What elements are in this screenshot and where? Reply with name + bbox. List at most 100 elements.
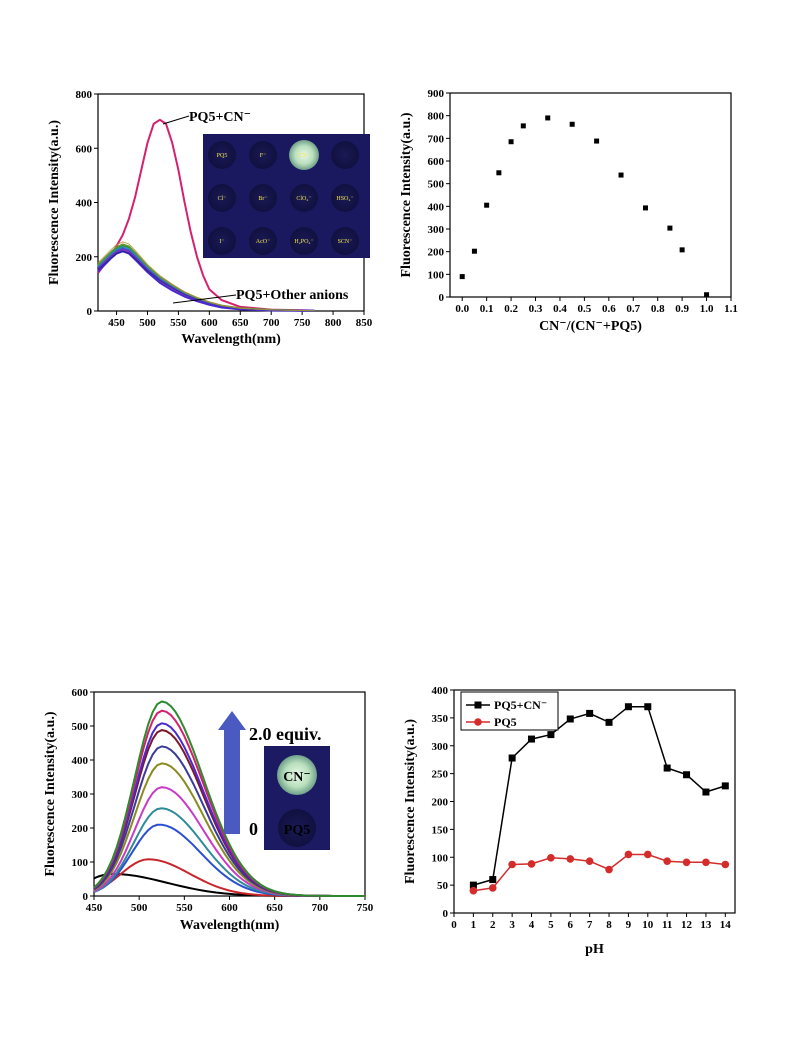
y-tick-label: 100 (72, 857, 89, 869)
x-axis-label: pH (585, 942, 604, 957)
x-tick-label: 1.0 (700, 303, 714, 315)
x-tick-label: 500 (131, 902, 148, 914)
data-point-square (702, 788, 710, 796)
y-tick-label: 200 (76, 252, 93, 264)
chart-spectra-anions: 450 500 550 600 650 700 750 800 850 0 200 400 600 800… (47, 89, 373, 347)
data-point (484, 202, 490, 208)
vial-label: ClO₄⁻ (296, 196, 311, 202)
data-point-square (489, 876, 497, 884)
y-tick-label: 800 (428, 111, 445, 123)
data-point (667, 225, 673, 231)
x-tick-label: 600 (221, 902, 238, 914)
y-axis-label: Fluorescence Intensity(a.u.) (403, 719, 418, 884)
data-point (679, 247, 685, 253)
x-tick-label: 750 (357, 902, 374, 914)
x-tick-label: 0.5 (578, 303, 592, 315)
y-axis-label: Fluorescence Intensity(a.u.) (47, 120, 62, 285)
x-tick-label: 5 (548, 919, 554, 931)
x-tick-label: 650 (232, 317, 249, 329)
arrow-shaft (224, 728, 240, 834)
data-point-circle (702, 858, 710, 867)
legend-box (460, 691, 559, 731)
vial-label: PQ5 (284, 823, 310, 838)
y-tick-label: 300 (428, 224, 445, 236)
data-point-square (508, 754, 516, 762)
y-tick-label: 150 (432, 824, 449, 836)
annotation-zero: 0 (249, 819, 258, 839)
x-tick-label: 0.2 (504, 303, 518, 315)
x-tick-label: 0.9 (675, 303, 689, 315)
data-point-square (528, 735, 536, 743)
legend-label: PQ5 (494, 715, 517, 729)
x-tick-label: 1 (471, 919, 477, 931)
chart-ph-dependence: 0 1 2 3 4 5 6 7 8 9 10 11 12 13 1405010015020025030035… (403, 685, 736, 957)
data-point-circle (643, 850, 652, 859)
vial-label: Br⁻ (258, 196, 267, 202)
y-tick-label: 0 (439, 292, 445, 304)
x-tick-label: 500 (139, 317, 156, 329)
legend-marker (474, 701, 482, 709)
data-point-square (566, 715, 574, 723)
data-point-circle (663, 857, 671, 865)
plot-frame (449, 92, 732, 298)
x-tick-label: 7 (587, 919, 593, 931)
y-tick-label: 400 (428, 201, 445, 213)
x-tick-label: 0 (451, 919, 457, 931)
x-tick-label: 0.1 (480, 303, 494, 315)
x-axis-label: Wavelength(nm) (181, 332, 281, 347)
x-axis-label: CN⁻/(CN⁻+PQ5) (539, 319, 642, 334)
data-point-circle (585, 857, 594, 865)
vial (208, 141, 236, 169)
chart-job-plot: 0.0 0.1 0.2 0.3 0.4 0.5 0.6 0.7 0.8 0.9 1.0 1.1 0 100… (399, 88, 738, 334)
legend-label: PQ5+CN⁻ (494, 698, 547, 712)
x-tick-label: 13 (700, 919, 712, 931)
y-tick-label: 50 (437, 880, 449, 892)
vial (290, 184, 318, 212)
y-tick-label: 0 (443, 908, 449, 920)
inset-vial-photo: CN⁻ PQ5 (264, 746, 330, 850)
x-tick-label: 12 (681, 919, 693, 931)
x-tick-label: 650 (266, 902, 283, 914)
vial-label: SCN⁻ (338, 239, 353, 245)
vial-label: HSO₄⁻ (336, 196, 353, 202)
chart-titration: 450 500 550 600 650 700 750 0 100 200 300 400 500 600… (43, 687, 374, 933)
ph-series-line (473, 705, 726, 886)
data-point (704, 292, 710, 298)
y-tick-label: 500 (72, 721, 89, 733)
x-tick-label: 0.4 (553, 303, 567, 315)
data-point-circle (721, 860, 730, 869)
x-tick-label: 800 (325, 317, 342, 329)
x-tick-label: 14 (720, 919, 732, 931)
vial-label: Cl⁻ (218, 196, 227, 202)
x-tick-label: 0.6 (602, 303, 616, 315)
legend: PQ5+CN⁻ PQ5 (460, 691, 559, 731)
vial (278, 809, 316, 847)
y-tick-label: 200 (432, 797, 449, 809)
vial-label: I⁻ (219, 239, 224, 245)
y-tick-label: 200 (72, 823, 89, 835)
x-tick-label: 700 (312, 902, 329, 914)
data-point-circle (624, 850, 633, 859)
annotation-leader (162, 115, 190, 125)
data-point (459, 274, 465, 280)
x-tick-label: 6 (568, 919, 574, 931)
x-tick-label: 0.8 (651, 303, 665, 315)
y-tick-label: 0 (87, 306, 93, 318)
data-point-circle (605, 865, 613, 874)
data-point (496, 170, 502, 176)
vial (249, 184, 277, 212)
y-tick-label: 900 (428, 88, 445, 100)
y-tick-label: 350 (432, 713, 449, 725)
x-tick-label: 10 (642, 919, 654, 931)
vial (331, 227, 359, 255)
vial-label: CN⁻ (298, 153, 310, 159)
spectrum-series-line (97, 118, 315, 312)
vial (249, 141, 277, 169)
y-tick-label: 400 (72, 755, 89, 767)
data-point (520, 123, 526, 129)
data-point-circle (566, 855, 575, 863)
glowing-vial (277, 755, 317, 795)
inset-vial-photo: PQ5 F⁻ CN⁻ Cl⁻ Br⁻ ClO₄⁻ HSO₄⁻ I⁻ AcO⁻ H₂PO₄⁻ SCN⁻ (203, 134, 370, 258)
y-tick-label: 400 (76, 198, 93, 210)
